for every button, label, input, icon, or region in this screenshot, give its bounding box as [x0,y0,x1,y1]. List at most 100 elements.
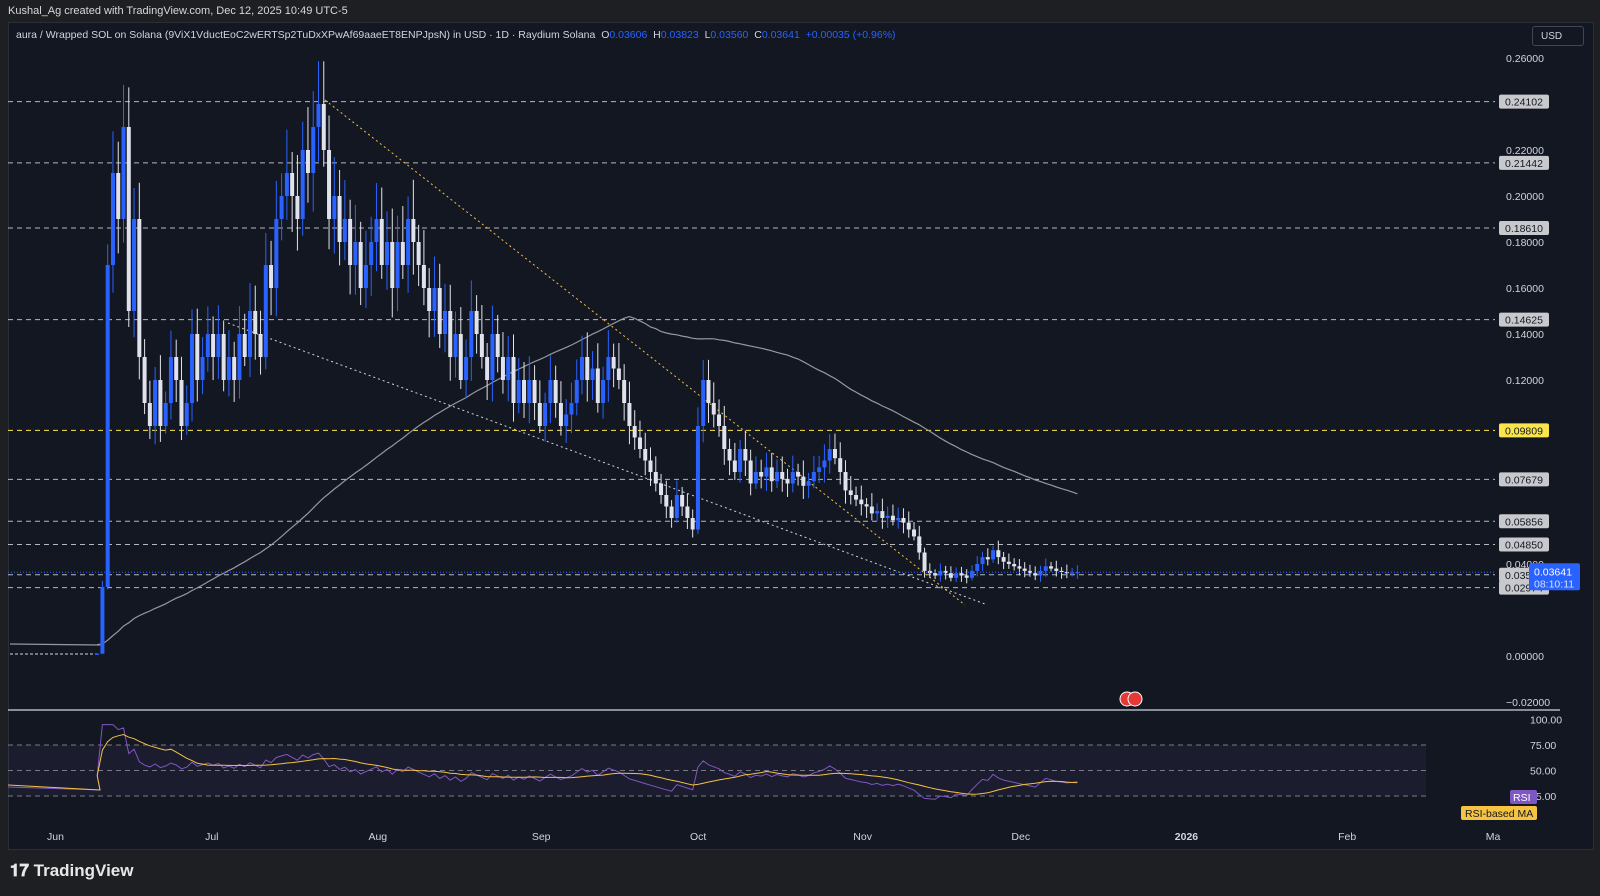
candle [832,433,837,465]
rsi-ma-label-badge [1461,806,1537,820]
currency-button[interactable]: USD [1532,26,1584,46]
rsi-label-badge [1510,790,1537,804]
candle [627,381,632,445]
candle-body [622,380,627,403]
candle [537,380,542,433]
candle-body [732,460,737,472]
candle-body [247,311,252,357]
candle [848,476,853,505]
candle-body [205,334,210,357]
candle-body [442,311,447,334]
candle-body [769,467,774,482]
candle-body [1059,570,1064,573]
rsi-tick: 100.00 [1530,715,1562,727]
candle [632,410,637,450]
candle [985,548,990,566]
time-tick: Dec [1011,831,1030,843]
candle-body [674,495,679,518]
candle-body [801,476,806,486]
candle-body [611,357,616,369]
candle-body [300,150,305,219]
level-price-badge [1499,514,1549,529]
candle [569,382,574,434]
level-price-badge [1499,472,1549,487]
time-tick: Jun [47,831,64,843]
candle [95,653,100,655]
candle-body [595,368,600,403]
candle-body [785,478,790,484]
candle-body [200,357,205,380]
tradingview-logo[interactable]: 𝟏𝟕 TradingView [10,861,133,881]
candle-body [522,380,527,403]
candle [864,498,869,519]
candle [211,316,216,381]
level-price-label: 0.04850 [1505,539,1543,551]
candle [290,152,295,232]
candle-body [479,334,484,357]
candle-body [1017,566,1022,569]
candle [1054,560,1059,577]
candle [1049,561,1054,572]
candle-body [553,380,558,403]
candle [1059,567,1064,579]
candle [801,460,806,499]
candle [653,456,658,492]
candle-body [369,242,374,265]
candle [342,180,347,261]
candle [933,569,938,580]
candle-body [1043,566,1048,571]
candle [659,473,664,504]
candle [548,355,553,424]
time-tick: Nov [853,831,872,843]
candle-body [232,357,237,380]
candle-body [500,357,505,380]
candle-body [237,334,242,380]
candle-body [411,219,416,242]
candle-body [890,515,895,521]
candle-body [706,380,711,403]
candle-body [168,357,173,403]
last-price-badge [1529,563,1580,591]
candle [416,224,421,287]
candle-body [121,127,126,219]
candle-body [933,573,938,576]
candle [975,556,980,577]
candle-body [421,265,426,288]
candle [885,506,890,528]
candle-body [105,265,110,587]
candle-body [242,334,247,357]
candle-body [395,242,400,288]
candle-body [374,219,379,242]
candle [247,283,252,378]
price-tick: 0.16000 [1506,283,1544,295]
candle [901,508,906,534]
brand-name: TradingView [33,861,134,880]
price-tick: 0.18000 [1506,237,1544,249]
candle-body [137,219,142,357]
candle-body [385,242,390,265]
candle [258,310,263,375]
candle-body [906,522,911,530]
open-label: O [601,29,610,41]
candle-body [416,242,421,265]
candle-body [880,511,885,518]
candle [253,285,258,360]
candle-body [290,173,295,196]
candle-body [184,403,189,426]
candle-body [253,311,258,334]
candle [158,355,163,442]
open-value: 0.03606 [609,29,648,41]
candle-body [221,334,226,380]
candle-body [838,458,843,472]
rsi-band [8,745,1426,796]
price-tick: 0.20000 [1506,191,1544,203]
candle-body [806,481,811,486]
candle-body [606,357,611,380]
candle [511,334,516,422]
chart-frame[interactable] [8,22,1594,850]
candle-body [1012,564,1017,567]
candle-body [263,265,268,357]
candle-body [869,506,874,514]
candle-body [216,334,221,357]
